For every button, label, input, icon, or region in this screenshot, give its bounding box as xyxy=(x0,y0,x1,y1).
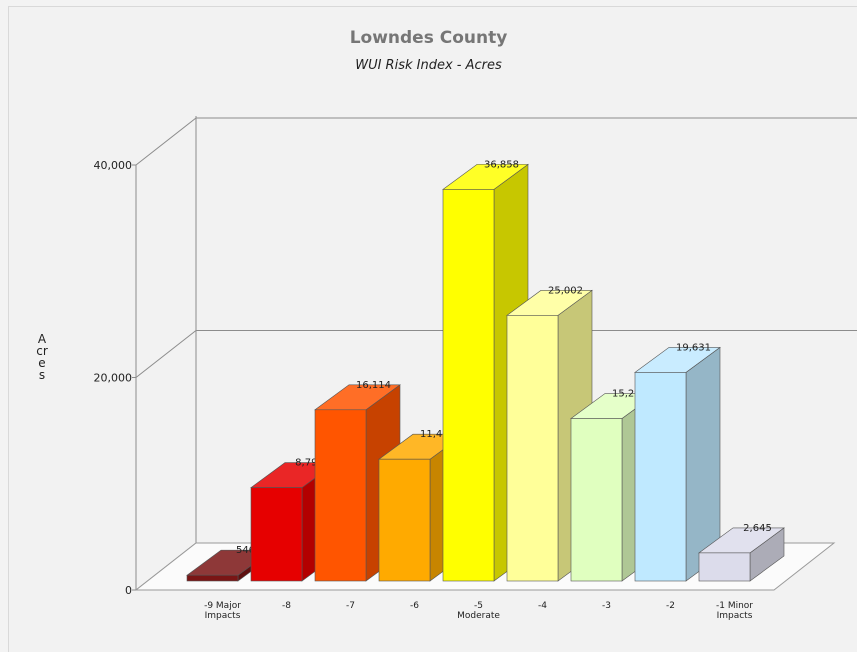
data-label-1: 8,792 xyxy=(295,458,324,469)
x-tick-label-6-0: -3 xyxy=(602,601,611,611)
x-tick-label-0-0: -9 Major xyxy=(204,601,241,611)
bar-6 xyxy=(570,418,623,582)
data-label-0: 546 xyxy=(236,545,255,556)
x-tick-label-2-0: -7 xyxy=(346,601,355,611)
x-tick-label-0-1: Impacts xyxy=(205,611,241,621)
x-tick-label-7-0: -2 xyxy=(666,601,675,611)
x-tick-label-5-0: -4 xyxy=(538,601,547,611)
bar-5 xyxy=(506,315,559,582)
x-tick-label-4-1: Moderate xyxy=(457,611,500,621)
bar-7 xyxy=(634,372,687,582)
bar-2 xyxy=(314,409,367,582)
bar-1 xyxy=(250,487,303,582)
chart-subtitle: WUI Risk Index - Acres xyxy=(355,58,502,73)
y-tick-label-1: 20,000 xyxy=(94,372,133,385)
x-tick-label-1-0: -8 xyxy=(282,601,291,611)
data-label-8: 2,645 xyxy=(743,523,772,534)
bar-8 xyxy=(698,552,751,582)
data-label-3: 11,463 xyxy=(420,429,455,440)
y-axis-label: Acres xyxy=(36,332,48,382)
x-tick-label-8-0: -1 Minor xyxy=(716,601,753,611)
gridline-depth-1 xyxy=(135,330,197,378)
data-label-5: 25,002 xyxy=(548,285,583,296)
bar-0 xyxy=(186,574,239,582)
data-label-2: 16,114 xyxy=(356,380,391,391)
x-tick-label-8-1: Impacts xyxy=(717,611,753,621)
x-tick-label-3-0: -6 xyxy=(410,601,419,611)
data-label-7: 19,631 xyxy=(676,342,711,353)
data-label-4: 36,858 xyxy=(484,159,519,170)
bar-3 xyxy=(378,458,431,582)
y-tick-label-2: 40,000 xyxy=(94,159,133,172)
gridline-depth-2 xyxy=(135,117,197,166)
y-tick-label-0: 0 xyxy=(125,584,132,597)
chart-title: Lowndes County xyxy=(349,28,508,48)
data-label-6: 15,292 xyxy=(612,389,647,400)
bar-4 xyxy=(442,189,495,582)
x-tick-label-4-0: -5 xyxy=(474,601,483,611)
